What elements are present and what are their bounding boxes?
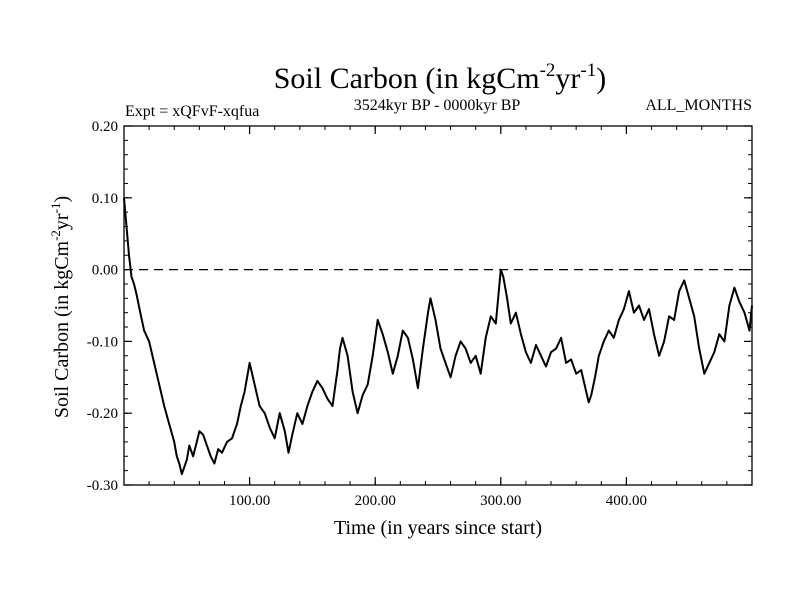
y-tick-label: -0.30 — [87, 478, 118, 494]
x-tick-label: 200.00 — [355, 493, 396, 509]
y-tick-label: 0.10 — [92, 191, 118, 207]
y-tick-label: 0.20 — [92, 119, 118, 135]
y-axis-tick-labels: 0.20 0.10 0.00 -0.10 -0.20 -0.30 — [87, 119, 118, 494]
time-range-label: 3524kyr BP - 0000kyr BP — [354, 97, 521, 114]
y-tick-label: 0.00 — [92, 263, 118, 279]
months-label: ALL_MONTHS — [645, 97, 752, 114]
x-tick-label: 400.00 — [606, 493, 647, 509]
x-tick-label: 100.00 — [229, 493, 270, 509]
y-tick-label: -0.10 — [87, 334, 118, 350]
y-tick-label: -0.20 — [87, 406, 118, 422]
experiment-label: Expt = xQFvF-xqfua — [125, 103, 259, 120]
x-axis-title: Time (in years since start) — [334, 517, 542, 539]
x-axis-tick-labels: 100.00 200.00 300.00 400.00 — [229, 493, 647, 509]
series-line-soil-carbon — [123, 197, 753, 476]
plot-frame — [123, 125, 753, 486]
x-axis-ticks — [123, 126, 753, 485]
chart-title: Soil Carbon (in kgCm-2yr-1) — [274, 60, 607, 95]
y-axis-title: Soil Carbon (in kgCm-2yr-1) — [48, 196, 73, 418]
y-axis-ticks — [124, 125, 752, 486]
x-tick-label: 300.00 — [480, 493, 521, 509]
